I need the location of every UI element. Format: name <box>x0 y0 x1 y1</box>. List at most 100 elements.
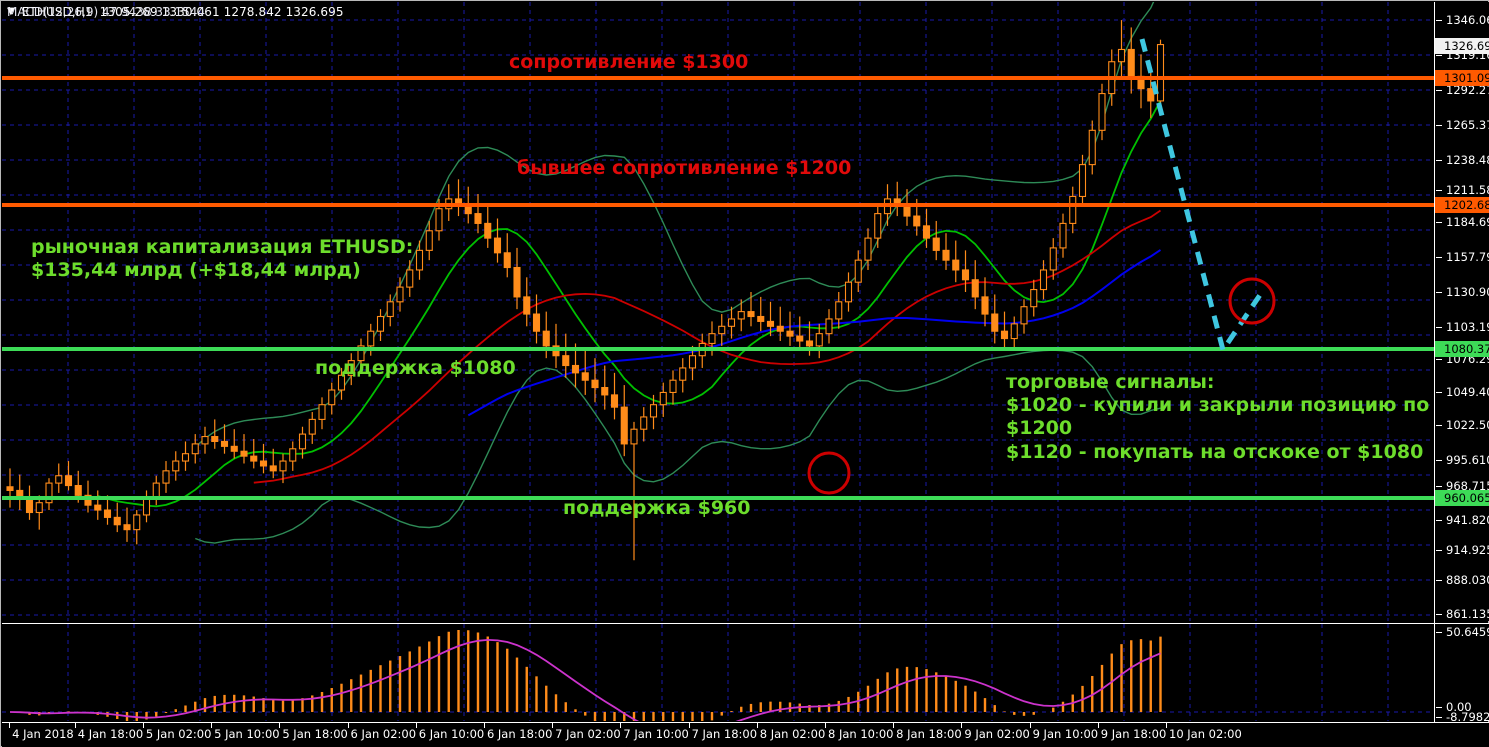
time-tickmark <box>688 723 690 728</box>
price-tickmark <box>1436 460 1442 461</box>
ohlc-values: 1305.269 1330.061 1278.842 1326.695 <box>99 5 344 19</box>
chart-symbol-header: ▼ ETHUSD,H1 1305.269 1330.061 1278.842 1… <box>7 5 344 19</box>
price-tickmark <box>1436 580 1442 581</box>
price-tickmark <box>1436 614 1442 615</box>
macd-tick-label: -8.7982 <box>1446 710 1489 721</box>
price-level-tag: 1301.095 <box>1435 70 1489 86</box>
macd-signal-line <box>9 638 1161 721</box>
macd-indicator-pane[interactable] <box>2 623 1434 721</box>
price-tickmark <box>1436 257 1442 258</box>
time-tick-label: 7 Jan 02:00 <box>555 727 621 741</box>
annotation-resistance-1300: сопротивление $1300 <box>509 51 749 73</box>
price-tickmark <box>1436 160 1442 161</box>
price-tick-label: 995.610 <box>1446 453 1489 467</box>
ma-red <box>253 209 1162 484</box>
time-tick-label: 9 Jan 18:00 <box>1100 727 1167 741</box>
price-level-tag: 1326.695 <box>1435 38 1489 54</box>
time-tickmark <box>1029 723 1031 728</box>
time-tick-label: 5 Jan 18:00 <box>282 727 348 741</box>
macd-tickmark <box>1436 717 1442 718</box>
price-tick-label: 888.030 <box>1446 573 1489 587</box>
price-tick-label: 1022.505 <box>1446 418 1489 432</box>
price-tickmark <box>1436 55 1442 56</box>
price-tick-label: 914.925 <box>1446 543 1489 557</box>
macd-tickmark <box>1436 632 1442 633</box>
time-tick-label: 10 Jan 02:00 <box>1169 727 1242 741</box>
time-tickmark <box>347 723 349 728</box>
time-tick-label: 6 Jan 18:00 <box>486 727 553 741</box>
time-tick-label: 9 Jan 02:00 <box>964 727 1030 741</box>
annotation-support-1080: поддержка $1080 <box>315 357 516 379</box>
price-tick-label: 1292.270 <box>1446 83 1489 97</box>
price-chart-pane[interactable] <box>2 2 1434 621</box>
bollinger-bands <box>194 2 1161 544</box>
time-tickmark <box>211 723 213 728</box>
annotation-trade-signals: торговые сигналы: $1020 - купили и закры… <box>1006 371 1430 463</box>
macd-histogram <box>18 630 1162 721</box>
price-tick-label: 1184.690 <box>1446 215 1489 229</box>
time-tick-label: 9 Jan 10:00 <box>1032 727 1099 741</box>
time-tickmark <box>552 723 554 728</box>
time-tickmark <box>756 723 758 728</box>
price-tickmark <box>1436 550 1442 551</box>
time-tickmark <box>1097 723 1099 728</box>
time-tick-label: 8 Jan 02:00 <box>759 727 826 741</box>
time-tickmark <box>893 723 895 728</box>
price-tickmark <box>1436 20 1442 21</box>
time-tickmark <box>620 723 622 728</box>
price-gridlines <box>2 2 1434 621</box>
price-tick-label: 1346.060 <box>1446 13 1489 27</box>
time-tickmark <box>483 723 485 728</box>
macd-label: MACD(12,26,9) 47.9438 33.1544 <box>7 5 206 19</box>
price-tick-label: 1130.900 <box>1446 285 1489 299</box>
time-tick-label: 7 Jan 18:00 <box>691 727 758 741</box>
price-tickmark <box>1436 425 1442 426</box>
signal-markers <box>807 277 1276 495</box>
price-level-tag: 1202.681 <box>1435 197 1489 213</box>
time-tick-label: 7 Jan 10:00 <box>623 727 689 741</box>
price-tickmark <box>1436 359 1442 360</box>
moving-averages <box>97 100 1162 508</box>
price-tickmark <box>1436 190 1442 191</box>
price-tickmark <box>1436 125 1442 126</box>
macd-tickmark <box>1436 707 1442 708</box>
price-tickmark <box>1436 90 1442 91</box>
price-tickmark <box>1436 327 1442 328</box>
time-tickmark <box>415 723 417 728</box>
price-tick-label: 1238.480 <box>1446 153 1489 167</box>
macd-tick-label: 0.00 <box>1446 700 1472 714</box>
time-tickmark <box>279 723 281 728</box>
circle-buy-1020 <box>807 451 851 495</box>
support-resistance-lines[interactable] <box>2 76 1434 500</box>
time-tick-label: 5 Jan 02:00 <box>145 727 212 741</box>
annotation-market-cap: рыночная капитализация ETHUSD: $135,44 м… <box>31 236 414 282</box>
circle-target-1120 <box>1228 277 1276 325</box>
macd-tick-label: 50.6459 <box>1446 625 1489 639</box>
price-tickmark <box>1436 392 1442 393</box>
time-tickmark <box>824 723 826 728</box>
price-tickmark <box>1436 486 1442 487</box>
macd-gridlines <box>2 624 1434 721</box>
time-tickmark <box>74 723 76 728</box>
annotation-support-960: поддержка $960 <box>563 497 751 519</box>
time-tick-label: 4 Jan 18:00 <box>77 727 144 741</box>
price-tick-label: 1211.585 <box>1446 183 1489 197</box>
symbol-label: ETHUSD,H1 <box>21 5 93 19</box>
chevron-down-icon[interactable]: ▼ <box>7 6 15 17</box>
price-tickmark <box>1436 222 1442 223</box>
ma-green <box>97 100 1162 508</box>
price-axis[interactable]: 1346.0601319.1651292.2701265.3751238.480… <box>1435 2 1489 621</box>
time-tick-label: 4 Jan 2018 <box>12 727 74 741</box>
price-tick-label: 1265.375 <box>1446 118 1489 132</box>
time-tick-label: 6 Jan 02:00 <box>350 727 417 741</box>
macd-axis: 50.6459 0.00 -8.7982 <box>1435 623 1489 721</box>
price-tick-label: 941.820 <box>1446 513 1489 527</box>
macd-canvas <box>2 624 1434 721</box>
time-tick-label: 8 Jan 18:00 <box>896 727 962 741</box>
time-tick-label: 5 Jan 10:00 <box>214 727 280 741</box>
time-axis[interactable]: 4 Jan 2018 4 Jan 18:00 5 Jan 02:00 5 Jan 10… <box>2 722 1489 747</box>
price-tick-label: 1157.795 <box>1446 250 1489 264</box>
price-tickmark <box>1436 520 1442 521</box>
time-tick-label: 6 Jan 10:00 <box>418 727 485 741</box>
